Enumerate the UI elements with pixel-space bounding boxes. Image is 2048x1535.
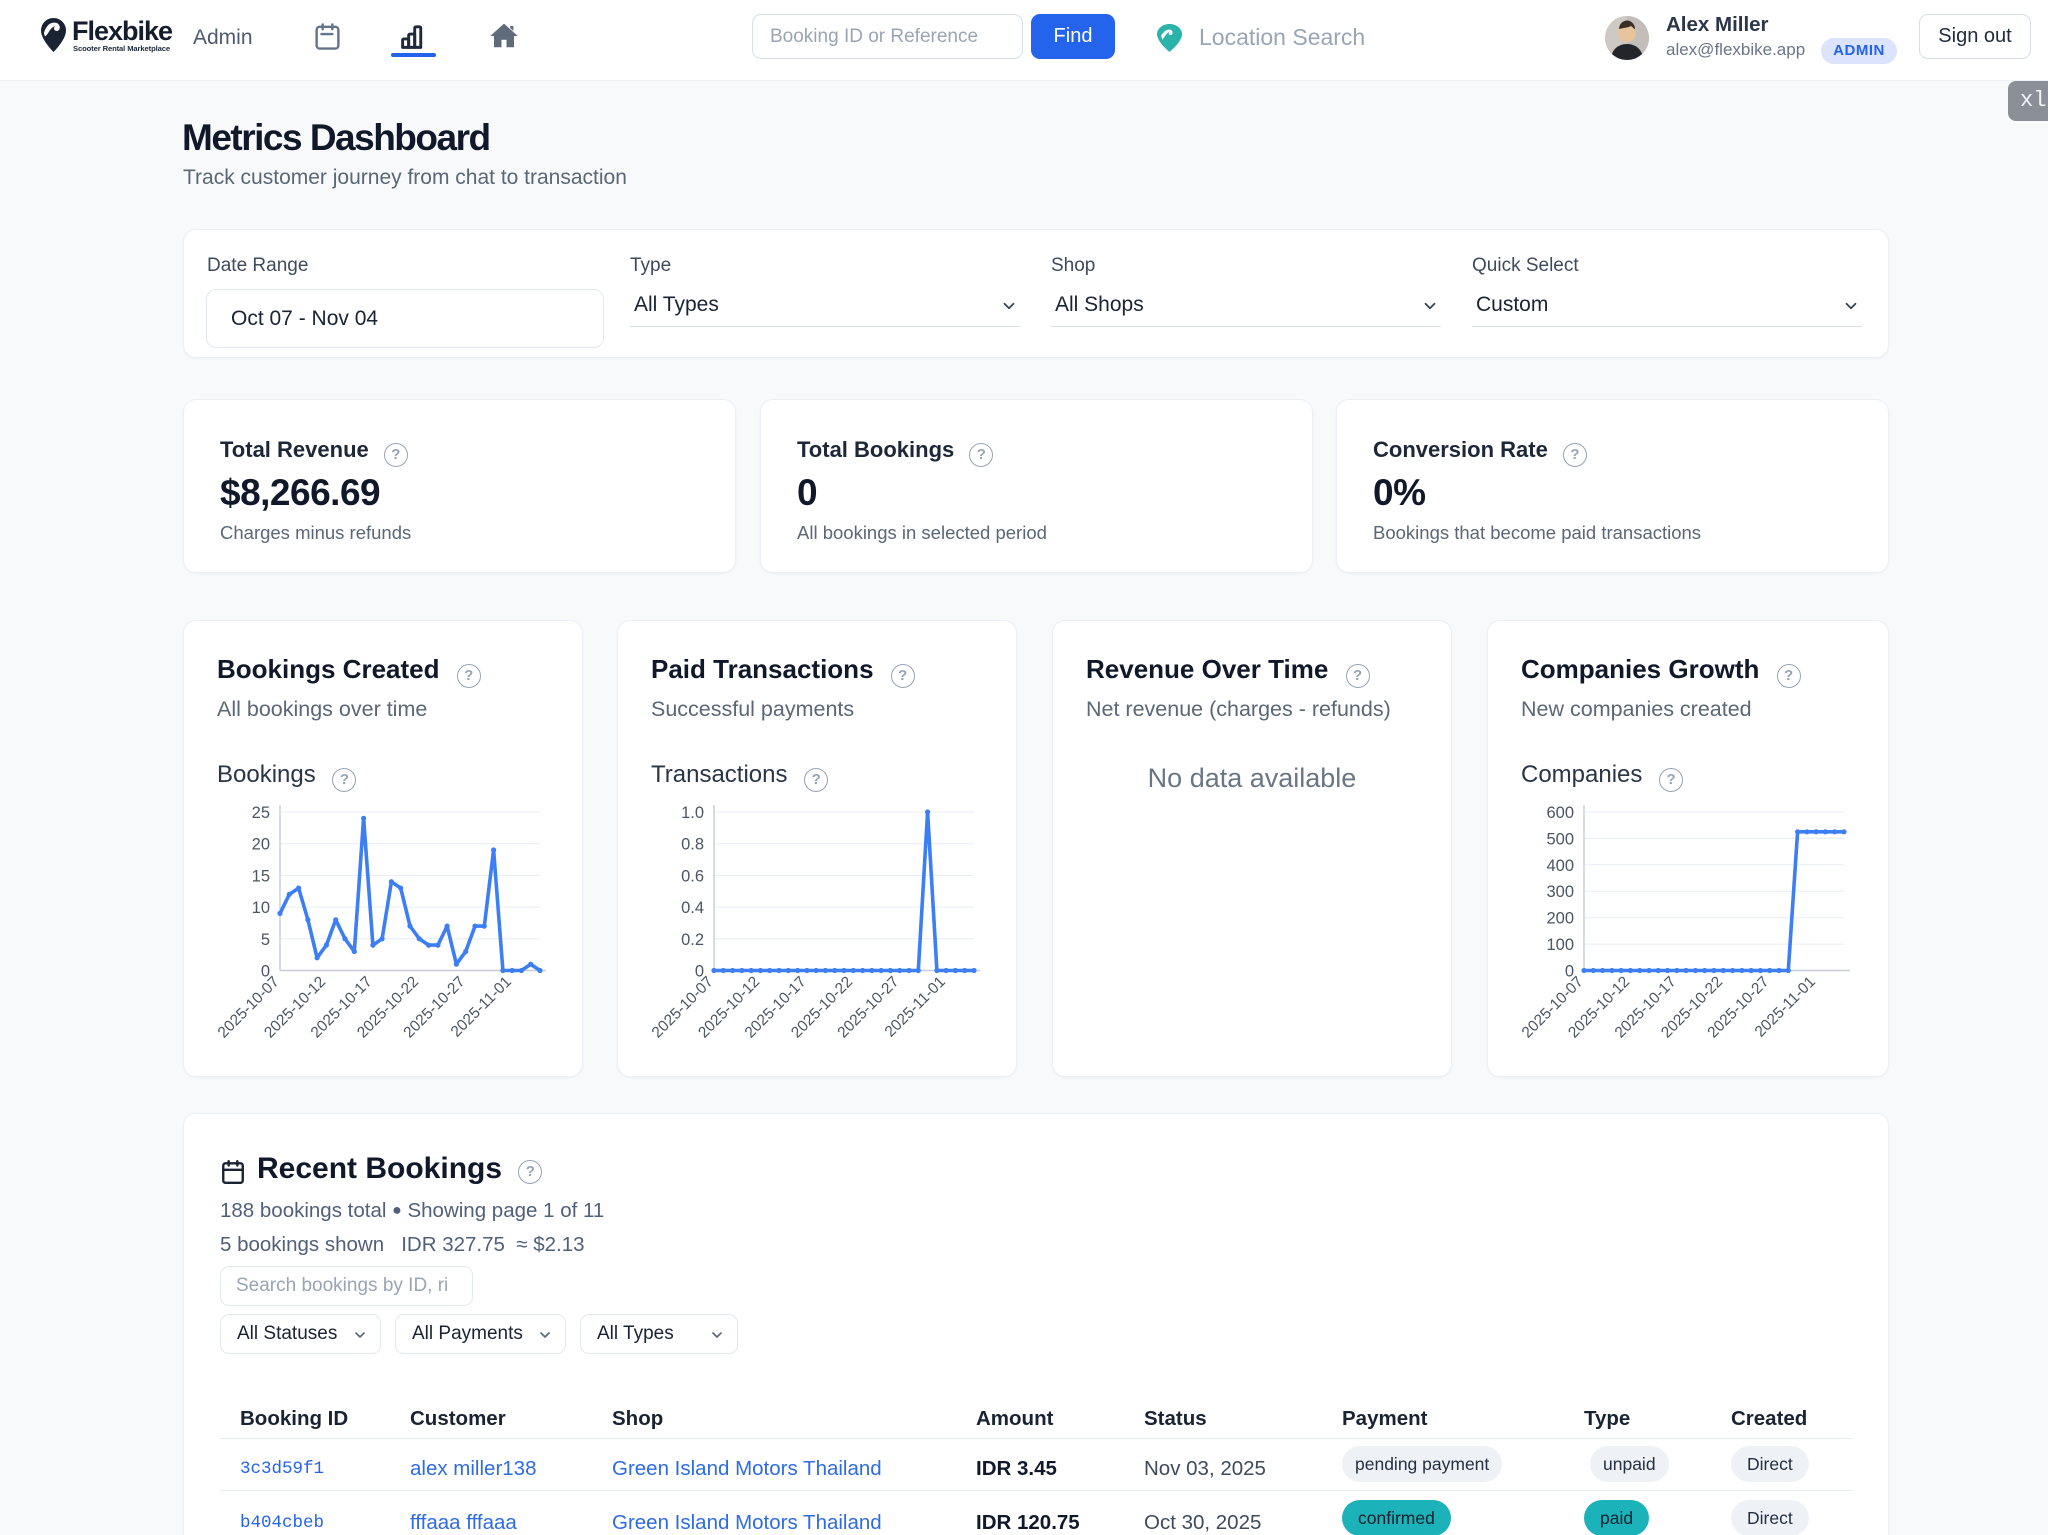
svg-text:200: 200	[1546, 910, 1574, 928]
svg-text:0.4: 0.4	[681, 899, 704, 917]
svg-text:20: 20	[252, 836, 270, 854]
svg-text:0.2: 0.2	[681, 931, 704, 949]
svg-text:400: 400	[1546, 857, 1574, 875]
svg-text:15: 15	[252, 867, 270, 885]
svg-text:600: 600	[1546, 804, 1574, 822]
svg-text:0.6: 0.6	[681, 867, 704, 885]
svg-text:500: 500	[1546, 830, 1574, 848]
svg-text:1.0: 1.0	[681, 804, 704, 822]
svg-text:300: 300	[1546, 883, 1574, 901]
svg-text:0.8: 0.8	[681, 836, 704, 854]
svg-text:5: 5	[261, 931, 270, 949]
svg-text:10: 10	[252, 899, 270, 917]
svg-text:0: 0	[695, 963, 704, 981]
svg-text:25: 25	[252, 804, 270, 822]
svg-text:0: 0	[261, 963, 270, 981]
svg-text:100: 100	[1546, 936, 1574, 954]
svg-text:0: 0	[1565, 963, 1574, 981]
